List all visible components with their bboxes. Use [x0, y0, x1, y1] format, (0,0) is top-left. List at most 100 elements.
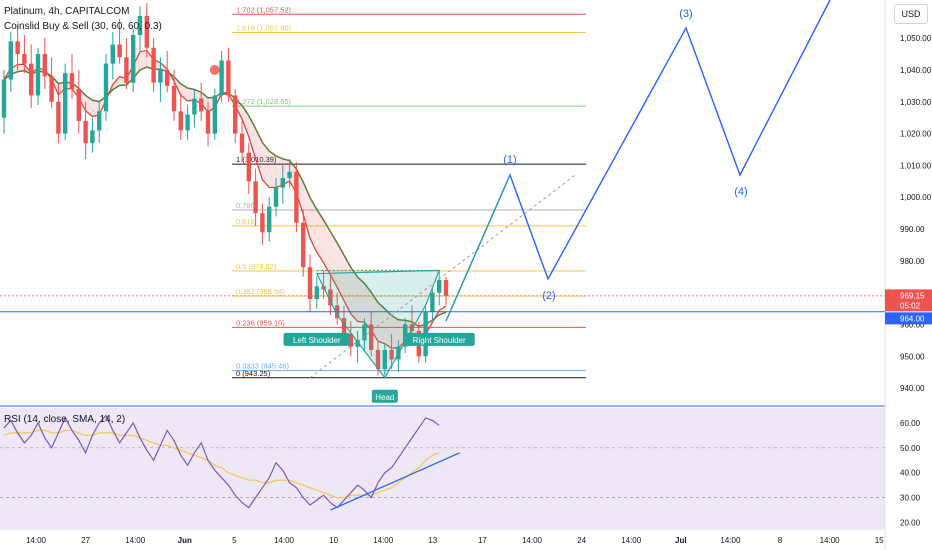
fib-level-label: 0.618 — [236, 217, 255, 226]
time-tick: 14:00 — [820, 536, 841, 545]
candle-body — [90, 130, 95, 144]
pattern-tag — [403, 332, 475, 346]
currency-button[interactable]: USD — [894, 4, 928, 24]
trend-projection-line — [309, 174, 576, 379]
candle-body — [273, 187, 279, 207]
time-tick: 14:00 — [274, 536, 295, 545]
time-tick: 14:00 — [125, 536, 146, 545]
candle-body — [443, 279, 449, 296]
fib-level-label: 1.618 (1,051.80) — [236, 23, 292, 32]
pattern-tag-label: Right Shoulder — [413, 336, 466, 345]
candle-body — [178, 111, 183, 131]
wave-label: (4) — [734, 186, 747, 198]
candle-body — [375, 349, 381, 370]
time-tick: 13 — [428, 536, 437, 545]
candle-body — [307, 267, 313, 300]
candle-body — [382, 349, 387, 370]
candle-body — [246, 152, 251, 182]
candle-body — [369, 324, 374, 350]
rsi-tick: 50.00 — [900, 444, 921, 453]
candle-body — [15, 41, 20, 55]
candle-body — [42, 54, 47, 77]
candle-body — [137, 15, 143, 35]
time-tick: 14:00 — [621, 536, 642, 545]
rsi-line — [3, 414, 440, 509]
candle-body — [348, 334, 353, 347]
time-tick: 8 — [778, 536, 783, 545]
wave-label: (3) — [679, 8, 692, 20]
fib-level-label: 0.236 (959.10) — [236, 318, 285, 327]
head-shoulders-pattern — [315, 269, 441, 379]
slow-ma-line — [3, 66, 447, 328]
candle-body — [294, 171, 299, 223]
candle-body — [192, 98, 197, 115]
candle-body — [301, 222, 306, 268]
pattern-tag — [371, 389, 398, 403]
candle-body — [144, 15, 149, 48]
time-tick: 14:00 — [373, 536, 394, 545]
price-axis-label-text: 964.00 — [900, 314, 925, 323]
candle-body — [49, 76, 54, 102]
candle-body — [389, 349, 394, 360]
time-tick: 24 — [577, 536, 586, 545]
time-tick: Jun — [178, 536, 192, 545]
candle-body — [131, 34, 136, 83]
price-tick: 990.00 — [900, 225, 925, 234]
candle-body — [239, 133, 245, 153]
candle-body — [151, 47, 156, 83]
symbol-title[interactable]: Platinum, 4h, CAPITALCOM — [4, 6, 130, 17]
fib-level-label: 0.382 (968.94) — [236, 287, 285, 296]
price-axis-label-time: 05:02 — [900, 301, 921, 310]
candle-body — [260, 213, 265, 233]
rsi-ma-line — [3, 429, 440, 499]
fib-level-label: 0.5 (976.82) — [236, 262, 277, 271]
candle-body — [212, 95, 217, 134]
fib-level-label: 0.786 — [236, 201, 255, 210]
indicator-label[interactable]: Coinslid Buy & Sell (30, 60, 60, 0.3) — [4, 21, 162, 32]
price-tick: 980.00 — [900, 257, 925, 266]
time-tick: 15 — [875, 536, 884, 545]
candle-body — [103, 63, 109, 112]
candle-body — [205, 111, 211, 134]
sell-signal-marker — [209, 64, 220, 75]
price-tick: 1,050.00 — [900, 34, 932, 43]
candle-body — [199, 98, 204, 112]
candle-body — [117, 44, 122, 58]
candle-body — [110, 44, 115, 64]
price-axis-label-text: 969.15 — [900, 291, 925, 300]
price-axis-label — [885, 312, 932, 325]
time-tick: Jul — [675, 536, 687, 545]
time-tick: 27 — [81, 536, 90, 545]
price-tick: 1,040.00 — [900, 66, 932, 75]
price-tick: 1,020.00 — [900, 130, 932, 139]
candle-body — [8, 41, 13, 80]
fib-level-label: 0 (943.25) — [236, 369, 271, 378]
rsi-tick: 60.00 — [900, 419, 921, 428]
candle-body — [97, 111, 102, 131]
price-tick: 950.00 — [900, 352, 925, 361]
candle-body — [29, 63, 34, 96]
time-tick: 14:00 — [26, 536, 47, 545]
candle-body — [22, 54, 27, 64]
candle-body — [1, 79, 7, 118]
candle-body — [185, 114, 190, 131]
wave-label: (2) — [542, 290, 555, 302]
time-tick: 5 — [232, 536, 237, 545]
pattern-tag — [283, 332, 351, 346]
time-tick: 10 — [329, 536, 338, 545]
candle-body — [314, 286, 319, 300]
fib-level-label: 1.272 (1,028.65) — [236, 97, 292, 106]
rsi-label[interactable]: RSI (14, close, SMA, 14, 2) — [4, 414, 126, 425]
candle-body — [267, 206, 272, 233]
wave-label: (1) — [503, 154, 516, 166]
candle-body — [63, 73, 68, 134]
candle-body — [76, 89, 81, 121]
candle-body — [124, 57, 129, 83]
price-tick: 1,030.00 — [900, 98, 932, 107]
candle-body — [287, 171, 292, 179]
time-tick: 14:00 — [522, 536, 543, 545]
candle-body — [328, 289, 333, 306]
price-axis-label — [885, 289, 932, 312]
candle-body — [430, 292, 435, 312]
